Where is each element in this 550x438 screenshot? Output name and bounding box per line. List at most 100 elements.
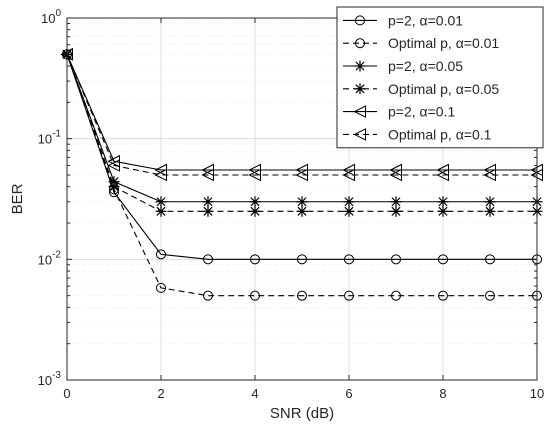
star-stroke	[250, 197, 260, 207]
data-point-circle	[438, 290, 448, 301]
series-line	[66, 54, 537, 260]
data-point-star	[108, 181, 120, 193]
star-stroke	[156, 206, 166, 216]
data-point-star	[202, 196, 214, 208]
data-point-circle	[250, 254, 260, 265]
star-stroke	[203, 197, 213, 207]
data-point-triangle	[353, 105, 366, 118]
data-point-circle	[391, 254, 401, 265]
x-tick-label: 8	[439, 386, 446, 401]
data-point-circle	[250, 290, 260, 301]
y-axis-label: BER	[9, 183, 26, 214]
star-stroke	[391, 197, 401, 207]
data-point-triangle	[107, 159, 120, 172]
star-stroke	[297, 197, 307, 207]
legend-entry: Optimal p, α=0.01	[343, 35, 499, 51]
data-point-triangle	[201, 168, 214, 182]
legend-entry: Optimal p, α=0.05	[343, 81, 499, 97]
star-stroke	[156, 197, 166, 207]
data-point-circle	[156, 282, 166, 293]
data-point-star	[343, 205, 355, 217]
data-point-triangle	[436, 168, 449, 182]
y-tick-label: 10-3	[38, 370, 62, 388]
legend-entry: p=2, α=0.1	[343, 104, 455, 120]
data-point-star	[343, 196, 355, 208]
legend-label: Optimal p, α=0.1	[388, 126, 492, 142]
star-stroke	[438, 197, 448, 207]
data-point-circle	[156, 249, 166, 260]
data-point-circle	[203, 290, 213, 301]
y-tick-label: 10-1	[38, 129, 62, 147]
star-stroke	[250, 206, 260, 216]
y-tick-label: 100	[41, 8, 61, 26]
data-point-circle	[203, 254, 213, 265]
plot-frame	[66, 17, 538, 381]
legend-entry: p=2, α=0.05	[343, 58, 463, 74]
x-tick-label: 4	[251, 386, 258, 401]
data-point-star	[155, 205, 167, 217]
star-stroke	[485, 197, 495, 207]
star-stroke	[344, 206, 354, 216]
data-point-star	[437, 196, 449, 208]
star-stroke	[297, 206, 307, 216]
x-tick-label: 2	[157, 386, 164, 401]
data-point-star	[390, 196, 402, 208]
data-point-circle	[297, 290, 307, 301]
series-1	[62, 49, 542, 265]
legend-label: p=2, α=0.1	[388, 104, 455, 120]
data-point-star	[296, 205, 308, 217]
series-line	[66, 54, 537, 297]
star-stroke	[344, 197, 354, 207]
data-point-circle	[391, 290, 401, 301]
data-point-circle	[438, 254, 448, 265]
data-point-circle	[297, 254, 307, 265]
x-tick-label: 6	[345, 386, 352, 401]
legend-label: p=2, α=0.05	[388, 58, 463, 74]
star-stroke	[438, 206, 448, 216]
star-stroke	[355, 61, 365, 71]
data-point-star	[354, 83, 366, 95]
legend-label: Optimal p, α=0.01	[388, 35, 499, 51]
star-stroke	[391, 206, 401, 216]
star-stroke	[485, 206, 495, 216]
legend-label: p=2, α=0.01	[388, 12, 463, 28]
data-point-star	[296, 196, 308, 208]
legend-box	[336, 6, 544, 149]
data-point-star	[484, 205, 496, 217]
data-point-circle	[355, 15, 365, 26]
star-stroke	[203, 206, 213, 216]
data-point-star	[354, 60, 366, 72]
data-point-triangle	[248, 168, 261, 182]
data-point-circle	[485, 290, 495, 301]
data-point-star	[249, 196, 261, 208]
data-point-star	[437, 205, 449, 217]
legend-entry: Optimal p, α=0.1	[343, 126, 492, 142]
series-layer	[60, 48, 543, 301]
star-stroke	[109, 182, 119, 192]
data-point-star	[249, 205, 261, 217]
x-tick-label: 10	[530, 386, 544, 401]
data-point-circle	[355, 38, 365, 49]
legend-label: Optimal p, α=0.05	[388, 81, 499, 97]
data-point-triangle	[483, 168, 496, 182]
data-point-triangle	[154, 168, 167, 182]
series-line	[66, 54, 537, 176]
data-point-triangle	[295, 168, 308, 182]
legend: p=2, α=0.01 Optimal p, α=0.01 p=2, α=0.05 O…	[336, 6, 544, 149]
series-4	[61, 48, 543, 217]
x-axis-label: SNR (dB)	[270, 405, 334, 422]
data-point-star	[155, 196, 167, 208]
x-tick-label: 0	[63, 386, 70, 401]
data-point-circle	[344, 254, 354, 265]
data-point-triangle	[353, 128, 366, 141]
legend-entry: p=2, α=0.01	[343, 12, 463, 28]
series-line	[66, 54, 537, 171]
star-stroke	[355, 84, 365, 94]
y-tick-label: 10-2	[38, 249, 62, 267]
data-point-triangle	[342, 168, 355, 182]
data-point-star	[390, 205, 402, 217]
data-point-circle	[485, 254, 495, 265]
data-point-star	[484, 196, 496, 208]
data-point-circle	[344, 290, 354, 301]
